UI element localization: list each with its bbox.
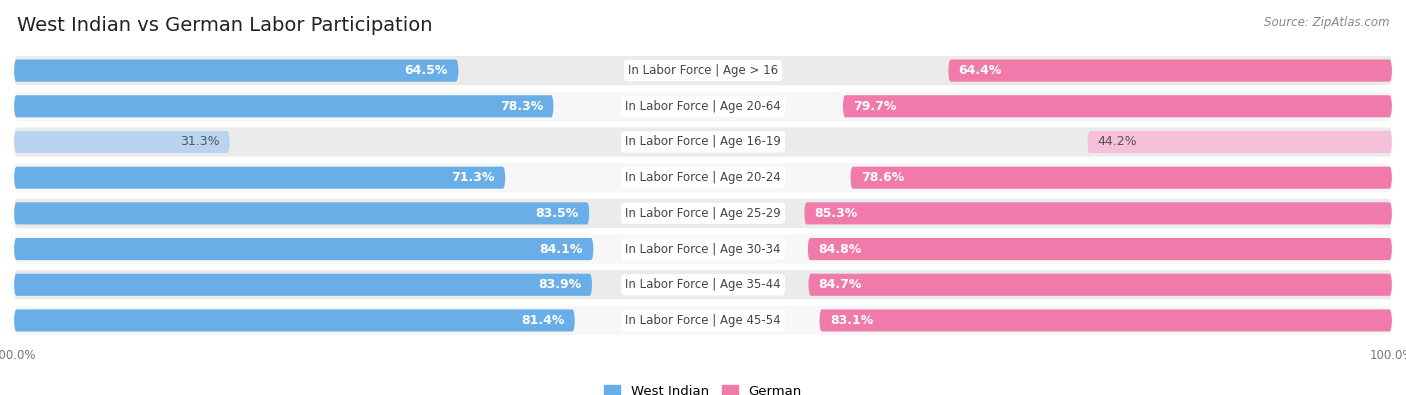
FancyBboxPatch shape bbox=[1087, 131, 1392, 153]
Legend: West Indian, German: West Indian, German bbox=[600, 381, 806, 395]
Text: Source: ZipAtlas.com: Source: ZipAtlas.com bbox=[1264, 16, 1389, 29]
Text: In Labor Force | Age > 16: In Labor Force | Age > 16 bbox=[628, 64, 778, 77]
FancyBboxPatch shape bbox=[842, 95, 1392, 117]
FancyBboxPatch shape bbox=[14, 60, 458, 82]
FancyBboxPatch shape bbox=[808, 274, 1392, 296]
FancyBboxPatch shape bbox=[14, 270, 1392, 299]
Text: In Labor Force | Age 25-29: In Labor Force | Age 25-29 bbox=[626, 207, 780, 220]
Text: 44.2%: 44.2% bbox=[1098, 135, 1137, 149]
FancyBboxPatch shape bbox=[14, 238, 593, 260]
Text: 64.4%: 64.4% bbox=[959, 64, 1002, 77]
FancyBboxPatch shape bbox=[820, 309, 1392, 331]
Text: 64.5%: 64.5% bbox=[405, 64, 449, 77]
FancyBboxPatch shape bbox=[14, 274, 592, 296]
FancyBboxPatch shape bbox=[14, 56, 1392, 85]
FancyBboxPatch shape bbox=[14, 167, 505, 189]
Text: 83.5%: 83.5% bbox=[536, 207, 579, 220]
Text: 83.9%: 83.9% bbox=[538, 278, 582, 291]
FancyBboxPatch shape bbox=[807, 238, 1392, 260]
FancyBboxPatch shape bbox=[14, 92, 1392, 121]
Text: 84.7%: 84.7% bbox=[818, 278, 862, 291]
Text: In Labor Force | Age 16-19: In Labor Force | Age 16-19 bbox=[626, 135, 780, 149]
FancyBboxPatch shape bbox=[851, 167, 1392, 189]
Text: In Labor Force | Age 20-64: In Labor Force | Age 20-64 bbox=[626, 100, 780, 113]
FancyBboxPatch shape bbox=[948, 60, 1392, 82]
FancyBboxPatch shape bbox=[804, 202, 1392, 224]
Text: West Indian vs German Labor Participation: West Indian vs German Labor Participatio… bbox=[17, 16, 433, 35]
Text: In Labor Force | Age 45-54: In Labor Force | Age 45-54 bbox=[626, 314, 780, 327]
Text: 84.1%: 84.1% bbox=[540, 243, 583, 256]
FancyBboxPatch shape bbox=[14, 199, 1392, 228]
Text: 71.3%: 71.3% bbox=[451, 171, 495, 184]
Text: 84.8%: 84.8% bbox=[818, 243, 862, 256]
Text: In Labor Force | Age 30-34: In Labor Force | Age 30-34 bbox=[626, 243, 780, 256]
Text: In Labor Force | Age 20-24: In Labor Force | Age 20-24 bbox=[626, 171, 780, 184]
Text: 81.4%: 81.4% bbox=[522, 314, 565, 327]
FancyBboxPatch shape bbox=[14, 202, 589, 224]
Text: 85.3%: 85.3% bbox=[814, 207, 858, 220]
FancyBboxPatch shape bbox=[14, 127, 1392, 157]
Text: 31.3%: 31.3% bbox=[180, 135, 219, 149]
Text: In Labor Force | Age 35-44: In Labor Force | Age 35-44 bbox=[626, 278, 780, 291]
FancyBboxPatch shape bbox=[14, 95, 554, 117]
Text: 78.6%: 78.6% bbox=[860, 171, 904, 184]
FancyBboxPatch shape bbox=[14, 234, 1392, 264]
FancyBboxPatch shape bbox=[14, 131, 229, 153]
Text: 83.1%: 83.1% bbox=[830, 314, 873, 327]
Text: 78.3%: 78.3% bbox=[501, 100, 543, 113]
FancyBboxPatch shape bbox=[14, 309, 575, 331]
FancyBboxPatch shape bbox=[14, 306, 1392, 335]
FancyBboxPatch shape bbox=[14, 163, 1392, 192]
Text: 79.7%: 79.7% bbox=[853, 100, 897, 113]
